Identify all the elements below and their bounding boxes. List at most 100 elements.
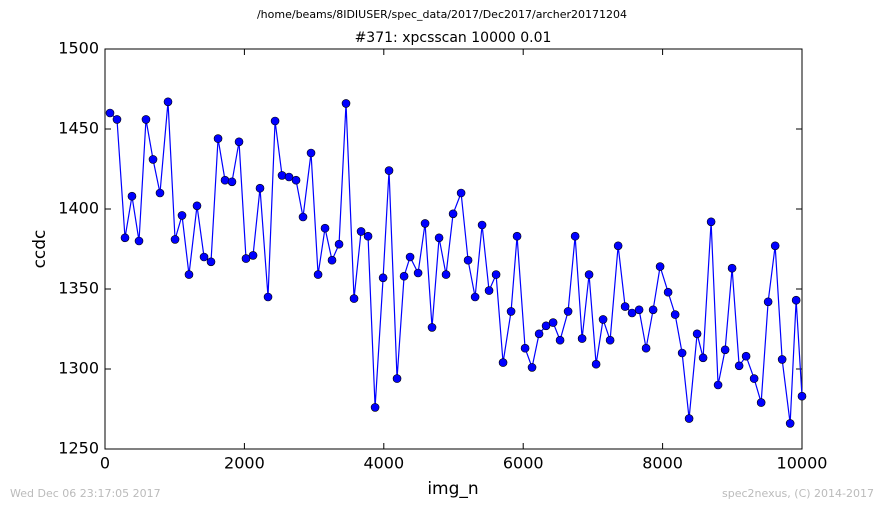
data-point <box>741 351 751 361</box>
data-point <box>413 268 423 278</box>
data-point <box>427 323 437 332</box>
data-point <box>491 270 501 279</box>
data-point <box>591 359 601 369</box>
data-point <box>298 212 308 222</box>
data-point <box>313 270 323 279</box>
data-point <box>434 233 444 243</box>
y-tick-label: 1500 <box>58 39 99 58</box>
data-point <box>641 343 651 353</box>
y-axis-label: ccdc <box>30 230 50 269</box>
data-point <box>520 343 530 353</box>
data-point <box>797 391 807 401</box>
data-point <box>713 380 723 390</box>
data-point <box>306 148 316 158</box>
data-point <box>263 292 273 302</box>
data-point <box>763 297 773 307</box>
data-point <box>706 217 716 227</box>
data-point <box>477 220 487 230</box>
data-point <box>498 358 508 367</box>
x-tick-label: 6000 <box>503 454 544 473</box>
data-point <box>148 155 158 164</box>
data-point <box>470 292 480 302</box>
data-point <box>220 175 230 185</box>
data-point <box>177 211 187 220</box>
data-point <box>405 252 415 262</box>
data-point <box>248 251 258 260</box>
data-point <box>777 355 787 364</box>
data-point <box>785 419 795 428</box>
data-point <box>613 241 623 251</box>
y-tick-label: 1400 <box>58 199 99 218</box>
data-point <box>692 329 702 339</box>
x-tick-label: 4000 <box>363 454 404 473</box>
data-point <box>555 335 565 345</box>
data-point <box>277 171 287 180</box>
data-point <box>620 302 630 311</box>
data-point <box>441 270 451 279</box>
data-point <box>392 374 402 383</box>
data-point <box>291 175 301 185</box>
y-tick-label: 1250 <box>58 439 99 458</box>
y-tick-label: 1300 <box>58 359 99 378</box>
data-point <box>341 99 351 108</box>
data-point <box>634 305 644 315</box>
data-point <box>484 286 494 295</box>
data-point <box>384 166 394 175</box>
data-point <box>448 209 458 219</box>
data-point <box>749 374 759 383</box>
data-point <box>120 233 130 243</box>
x-tick-label: 2000 <box>224 454 265 473</box>
data-point <box>192 201 202 211</box>
data-point <box>234 137 244 147</box>
data-point <box>378 273 388 283</box>
data-point <box>370 403 380 412</box>
data-point <box>563 307 573 316</box>
data-point <box>255 183 265 193</box>
data-point <box>112 115 122 124</box>
data-point <box>684 414 694 423</box>
data-point <box>734 361 744 371</box>
x-tick-label: 0 <box>100 454 110 473</box>
data-point <box>227 177 237 187</box>
data-point <box>270 116 280 126</box>
data-point <box>791 295 801 305</box>
data-point <box>512 231 522 241</box>
data-point <box>199 252 209 262</box>
data-point <box>548 318 558 327</box>
data-point <box>463 255 473 265</box>
y-tick-label: 1350 <box>58 279 99 298</box>
data-point <box>349 294 359 303</box>
data-point <box>206 257 216 267</box>
data-point <box>541 321 551 331</box>
chart-title: /home/beams/8IDIUSER/spec_data/2017/Dec2… <box>257 8 627 21</box>
data-point <box>670 310 680 319</box>
data-point <box>534 329 544 339</box>
data-point <box>241 254 251 263</box>
data-point <box>155 188 165 198</box>
data-point <box>284 172 294 182</box>
data-point <box>105 108 115 118</box>
data-point <box>584 270 594 279</box>
data-point <box>570 231 580 241</box>
x-tick-label: 8000 <box>642 454 683 473</box>
x-axis-label: img_n <box>427 479 478 499</box>
data-point <box>163 97 173 107</box>
data-point <box>663 287 673 297</box>
data-point <box>698 353 708 363</box>
data-point <box>170 235 180 244</box>
data-point <box>577 334 587 343</box>
data-point <box>527 363 537 372</box>
data-point <box>213 134 223 143</box>
data-point <box>677 348 687 358</box>
data-point <box>720 345 730 355</box>
data-point <box>141 115 151 124</box>
data-point <box>598 315 608 324</box>
data-point <box>334 239 344 249</box>
data-point <box>506 307 516 316</box>
data-point <box>399 271 409 281</box>
data-point <box>727 263 737 273</box>
data-point <box>184 270 194 279</box>
data-point <box>320 223 330 233</box>
data-point <box>363 231 373 241</box>
